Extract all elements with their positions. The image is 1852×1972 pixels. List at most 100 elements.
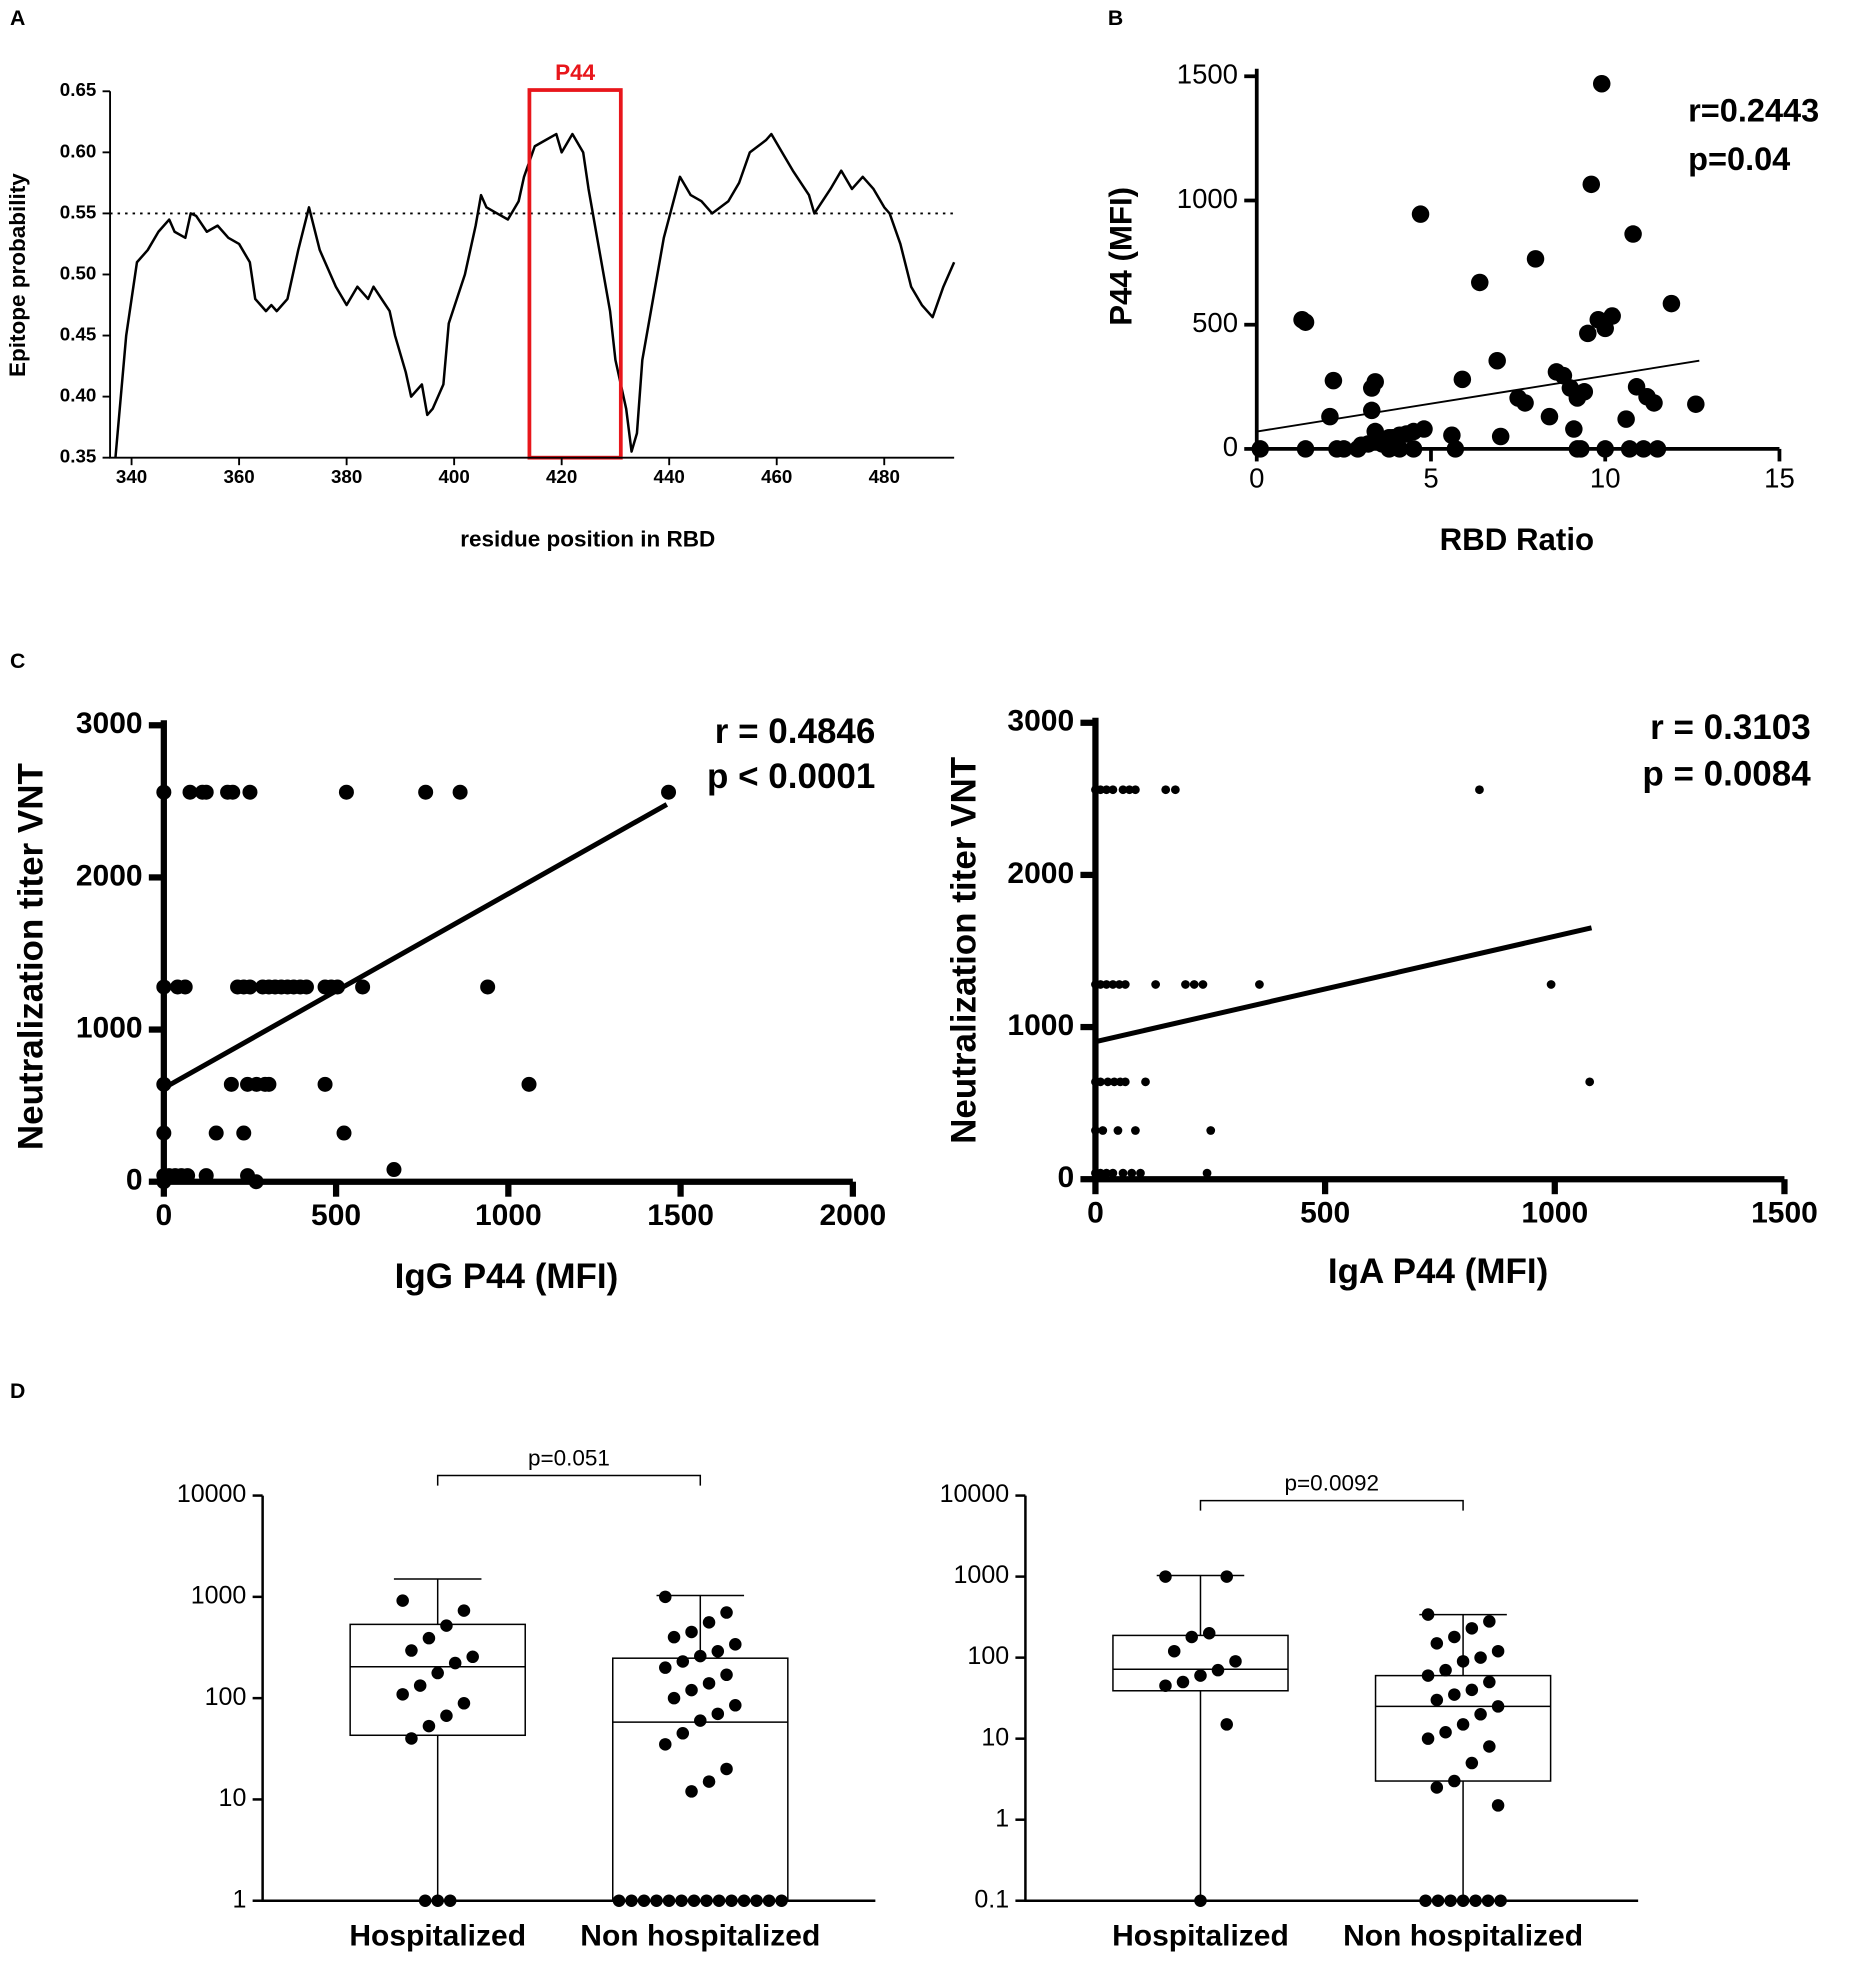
point [198, 784, 214, 800]
point [750, 1894, 763, 1907]
x-tick-label: 480 [869, 466, 900, 487]
point [418, 1894, 432, 1907]
point [422, 1631, 436, 1645]
annotation: p < 0.0001 [707, 757, 875, 796]
point [711, 1707, 725, 1721]
annotation: p=0.04 [1688, 141, 1790, 177]
box [1374, 1674, 1552, 1782]
point [431, 1666, 444, 1680]
x-tick-label: 500 [1300, 1197, 1350, 1230]
point [317, 1076, 333, 1092]
fit-line [1094, 925, 1593, 1045]
point [1603, 307, 1621, 325]
point [1120, 980, 1130, 989]
point [242, 784, 258, 800]
comparison-label: p=0.051 [528, 1446, 610, 1471]
point [1194, 1669, 1207, 1682]
x-tick-label: Hospitalized [1112, 1920, 1289, 1953]
point [156, 1125, 172, 1141]
point [1430, 1637, 1444, 1650]
y-tick-label: 3000 [76, 707, 143, 740]
y-tick-label: 0.65 [60, 79, 97, 100]
point [637, 1894, 651, 1907]
point [480, 979, 496, 995]
point [422, 1719, 436, 1733]
y-tick-label: 10000 [177, 1480, 247, 1508]
point [1465, 1622, 1479, 1635]
point [662, 1894, 676, 1907]
point [612, 1894, 626, 1907]
point [737, 1894, 751, 1907]
point [1448, 1774, 1461, 1788]
x-tick-label: 500 [311, 1199, 361, 1232]
fit-line [162, 802, 669, 1091]
box [612, 1657, 789, 1902]
point [338, 784, 354, 800]
point [1415, 420, 1433, 438]
point [667, 1630, 681, 1644]
point [1565, 420, 1583, 438]
point [702, 1775, 716, 1788]
point [1456, 1718, 1470, 1731]
x-tick-label: 360 [223, 466, 254, 487]
point [1159, 1679, 1172, 1692]
point [1540, 407, 1559, 426]
y-tick-label: 0.60 [60, 140, 97, 161]
annotation: r = 0.4846 [715, 712, 876, 751]
point [452, 784, 468, 800]
y-tick-label: 1000 [76, 1011, 143, 1044]
y-tick-label: 0.50 [60, 262, 97, 283]
point [1481, 1894, 1495, 1907]
point [1202, 1626, 1216, 1640]
point [725, 1894, 738, 1907]
box [349, 1623, 526, 1737]
x-tick-label: Non hospitalized [1343, 1920, 1583, 1953]
point [675, 1894, 688, 1907]
panel-label: A [10, 6, 25, 30]
point [413, 1679, 427, 1692]
point [1582, 175, 1601, 194]
point [1159, 1570, 1172, 1583]
point [1430, 1781, 1444, 1794]
point [687, 1894, 701, 1907]
y-tick-label: 1 [232, 1885, 246, 1913]
point [1096, 1077, 1105, 1087]
point [1439, 1725, 1452, 1739]
x-tick-label: 460 [761, 466, 792, 487]
point [702, 1616, 716, 1629]
point [1091, 1174, 1100, 1184]
y-axis-label: P44 (MFI) [1104, 187, 1139, 326]
point [1453, 370, 1472, 389]
point [1198, 980, 1208, 989]
x-axis-label: IgA P44 (MFI) [1328, 1252, 1548, 1291]
point [405, 1644, 418, 1657]
comparison-label: p=0.0092 [1285, 1471, 1379, 1496]
panel-label: D [10, 1379, 25, 1403]
point [1575, 383, 1594, 401]
x-tick-label: 1500 [1751, 1197, 1818, 1230]
point [712, 1894, 726, 1907]
point [1475, 785, 1484, 795]
point [1220, 1718, 1233, 1731]
point [1443, 426, 1461, 445]
point [1102, 1168, 1111, 1178]
highlight-label: P44 [555, 60, 596, 85]
point [225, 784, 241, 800]
y-axis-label: Neutralization titer VNT [12, 763, 51, 1150]
point [1430, 1693, 1444, 1707]
point [1141, 1077, 1150, 1087]
data-line [114, 132, 956, 458]
point [1585, 1077, 1595, 1087]
point [1662, 294, 1681, 313]
point [1181, 980, 1190, 989]
point [1103, 1077, 1113, 1087]
point [1471, 273, 1489, 292]
point [1127, 1168, 1137, 1178]
point [182, 784, 198, 800]
point [1645, 394, 1663, 412]
point [1189, 980, 1199, 989]
annotation: r = 0.3103 [1650, 708, 1811, 747]
point [521, 1076, 537, 1092]
point [248, 1174, 264, 1190]
